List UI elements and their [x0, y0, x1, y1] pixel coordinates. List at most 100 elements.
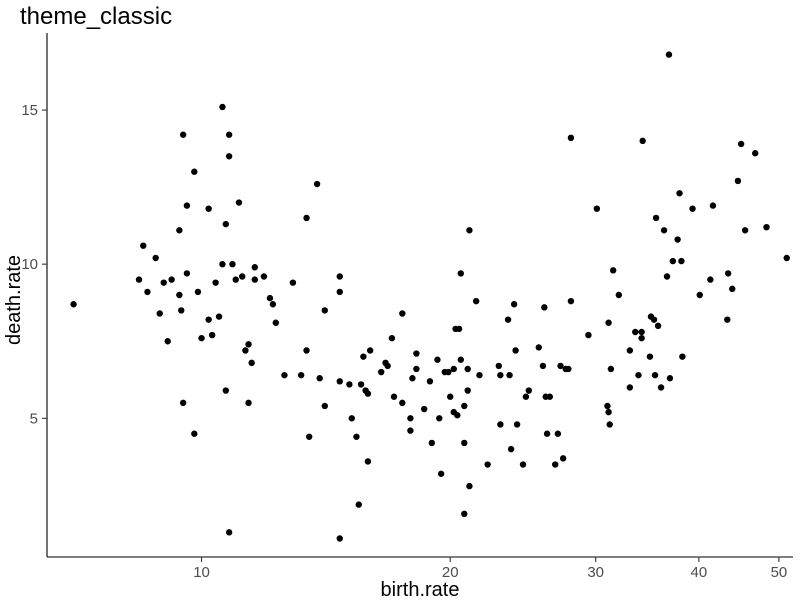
- data-point: [208, 331, 216, 339]
- data-point: [605, 408, 612, 416]
- data-point: [251, 264, 258, 271]
- y-axis-title: death.rate: [3, 255, 25, 345]
- data-point: [455, 325, 463, 333]
- data-point: [70, 301, 77, 308]
- data-point: [696, 291, 703, 299]
- data-point: [269, 301, 277, 308]
- data-point: [353, 433, 360, 440]
- data-point: [546, 393, 554, 400]
- data-point: [651, 371, 659, 379]
- data-point: [364, 458, 372, 465]
- data-point: [239, 273, 246, 280]
- data-point: [464, 387, 471, 394]
- data-point: [461, 510, 468, 518]
- data-point: [434, 356, 441, 363]
- data-point: [191, 430, 198, 437]
- data-point: [272, 319, 280, 326]
- data-point: [140, 242, 147, 249]
- data-point: [225, 131, 233, 138]
- data-points: [70, 51, 790, 542]
- data-point: [639, 137, 646, 145]
- data-point: [357, 381, 365, 388]
- data-point: [388, 334, 396, 342]
- data-point: [336, 535, 343, 542]
- data-point: [535, 344, 542, 351]
- data-point: [539, 362, 547, 370]
- data-point: [506, 371, 513, 379]
- data-point: [609, 267, 617, 274]
- data-point: [152, 254, 159, 262]
- data-point: [212, 279, 219, 286]
- data-point: [567, 134, 575, 141]
- data-point: [205, 316, 212, 323]
- data-point: [183, 270, 191, 277]
- data-point: [654, 322, 662, 330]
- x-tick-label: 20: [442, 564, 459, 581]
- data-point: [495, 362, 502, 370]
- data-point: [724, 316, 731, 323]
- data-point: [316, 375, 323, 382]
- x-axis-ticks: 10 20 30 40 50: [193, 557, 787, 581]
- y-axis-ticks: 5 10 15: [21, 102, 47, 427]
- data-point: [156, 310, 163, 317]
- data-point: [709, 202, 717, 209]
- chart-title: theme_classic: [20, 3, 172, 30]
- data-point: [632, 328, 639, 336]
- data-point: [179, 131, 187, 138]
- data-point: [513, 421, 521, 428]
- data-point: [461, 402, 468, 410]
- data-point: [229, 260, 236, 268]
- data-point: [232, 276, 239, 283]
- data-point: [552, 461, 559, 468]
- data-point: [559, 455, 567, 462]
- data-point: [225, 529, 233, 536]
- data-point: [245, 399, 252, 407]
- data-point: [567, 297, 575, 305]
- data-point: [413, 365, 420, 373]
- data-point: [248, 359, 255, 367]
- y-tick-label: 5: [30, 410, 38, 427]
- data-point: [336, 378, 343, 385]
- data-point: [321, 307, 329, 314]
- data-point: [652, 214, 660, 222]
- data-point: [364, 390, 372, 397]
- data-point: [348, 415, 355, 422]
- data-point: [557, 362, 564, 370]
- data-point: [313, 180, 321, 188]
- data-point: [541, 304, 548, 311]
- data-point: [355, 501, 362, 508]
- data-point: [346, 381, 353, 388]
- data-point: [646, 353, 654, 360]
- data-point: [604, 402, 611, 410]
- data-point: [399, 310, 406, 317]
- data-point: [669, 257, 677, 265]
- data-point: [409, 375, 416, 382]
- data-point: [626, 384, 634, 391]
- data-point: [420, 405, 428, 413]
- data-point: [436, 415, 443, 422]
- data-point: [222, 387, 230, 394]
- data-point: [378, 368, 385, 376]
- data-point: [734, 177, 742, 185]
- data-point: [366, 347, 374, 354]
- data-point: [476, 371, 483, 379]
- data-point: [585, 331, 592, 339]
- data-point: [615, 291, 623, 299]
- data-point: [635, 371, 642, 379]
- data-point: [674, 236, 681, 243]
- x-tick-label: 10: [193, 564, 210, 581]
- data-point: [607, 365, 615, 373]
- data-point: [504, 316, 512, 323]
- data-point: [306, 433, 313, 440]
- data-point: [297, 371, 305, 379]
- data-point: [245, 341, 252, 348]
- data-point: [638, 328, 645, 336]
- data-point: [457, 356, 465, 363]
- data-point: [466, 227, 473, 234]
- data-point: [525, 387, 533, 394]
- data-point: [303, 347, 310, 354]
- y-tick-label: 10: [21, 256, 38, 273]
- data-point: [466, 482, 473, 490]
- data-point: [676, 190, 683, 197]
- data-point: [426, 378, 434, 385]
